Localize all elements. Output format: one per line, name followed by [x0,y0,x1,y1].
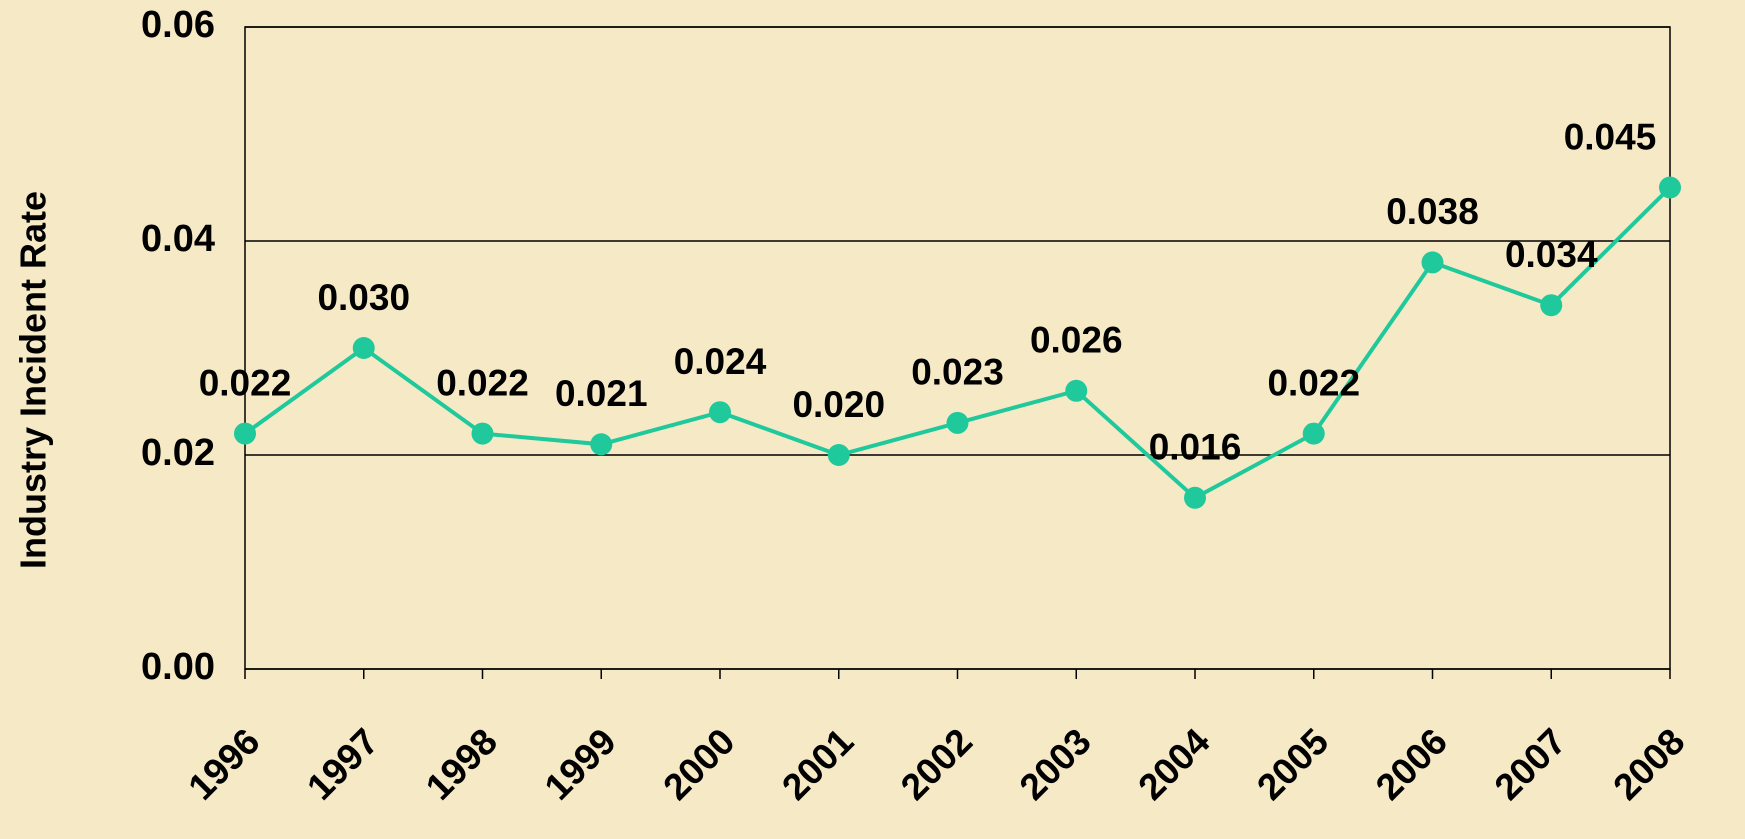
y-tick-label: 0.06 [141,4,215,46]
y-tick-label: 0.00 [141,646,215,688]
y-tick-label: 0.02 [141,432,215,474]
data-label: 0.016 [1149,427,1242,468]
marker [352,337,375,359]
data-label: 0.045 [1564,116,1657,157]
data-label: 0.023 [911,352,1004,393]
data-label: 0.024 [674,341,767,382]
data-label: 0.026 [1030,320,1123,361]
marker [1302,422,1325,445]
y-axis-label: Industry Incident Rate [13,191,54,569]
marker [709,401,731,424]
marker [1421,251,1444,274]
data-label: 0.022 [1267,362,1360,403]
marker [590,433,613,456]
marker [234,422,256,445]
data-label: 0.030 [317,277,410,318]
data-label: 0.034 [1505,234,1598,275]
data-label: 0.038 [1386,191,1479,232]
y-tick-label: 0.04 [141,218,215,260]
data-label: 0.020 [792,384,885,425]
data-label: 0.022 [436,362,529,403]
marker [1659,176,1681,199]
marker [1184,486,1206,509]
marker [946,411,969,434]
marker [1540,294,1563,317]
marker [471,422,494,445]
marker [827,444,850,466]
data-label: 0.021 [555,373,648,414]
marker [1065,379,1088,402]
data-label: 0.022 [199,362,292,403]
